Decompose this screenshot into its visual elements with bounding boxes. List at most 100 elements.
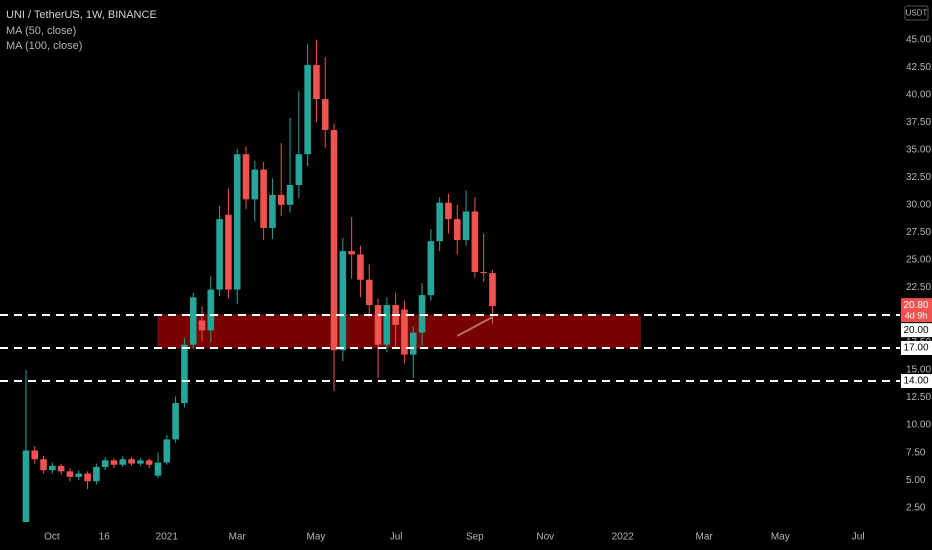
level-label: 20.00 bbox=[903, 325, 928, 336]
candle-body bbox=[374, 305, 382, 345]
candle-body bbox=[225, 214, 232, 290]
indicator-label: MA (50, close) bbox=[6, 25, 76, 37]
candle-body bbox=[154, 462, 162, 476]
y-tick-label: 30.00 bbox=[906, 199, 931, 210]
x-tick-label: Mar bbox=[696, 532, 714, 543]
y-tick-label: 35.00 bbox=[906, 144, 931, 155]
candle-body bbox=[233, 154, 241, 290]
y-tick-label: 42.50 bbox=[906, 62, 931, 73]
currency-label[interactable]: USDT bbox=[906, 9, 928, 18]
candle-body bbox=[339, 251, 347, 351]
trendline bbox=[456, 316, 493, 337]
candle-body bbox=[163, 439, 171, 463]
candle-body bbox=[93, 466, 100, 482]
candle-body bbox=[489, 273, 496, 307]
candle-body bbox=[84, 473, 91, 482]
candle-body bbox=[145, 460, 153, 465]
candle-body bbox=[181, 344, 188, 404]
x-tick-label: 16 bbox=[99, 532, 111, 543]
x-tick-label: Jul bbox=[390, 532, 403, 543]
candle-body bbox=[31, 450, 39, 460]
candle-body bbox=[295, 154, 303, 186]
y-tick-label: 25.00 bbox=[906, 255, 931, 266]
candle-body bbox=[401, 309, 408, 355]
candle-body bbox=[383, 305, 391, 345]
symbol-title: UNI / TetherUS, 1W, BINANCE bbox=[6, 9, 157, 21]
x-tick-label: Oct bbox=[44, 532, 60, 543]
candle-body bbox=[75, 473, 83, 477]
candle-body bbox=[321, 99, 329, 130]
y-tick-label: 15.00 bbox=[906, 365, 931, 376]
plot-area bbox=[22, 39, 641, 522]
candle-body bbox=[418, 295, 426, 333]
y-tick-label: 12.50 bbox=[906, 392, 931, 403]
x-tick-label: Sep bbox=[466, 532, 484, 543]
candle-body bbox=[49, 465, 56, 471]
y-tick-label: 7.50 bbox=[906, 447, 926, 458]
support-zone bbox=[157, 314, 641, 349]
last-price-box bbox=[901, 298, 932, 323]
candle-body bbox=[57, 465, 65, 472]
candle-body bbox=[269, 194, 276, 228]
candle-body bbox=[260, 169, 267, 228]
level-box bbox=[901, 341, 932, 355]
candle-body bbox=[453, 219, 461, 241]
x-tick-label: 2021 bbox=[156, 532, 179, 543]
candle-body bbox=[40, 459, 47, 471]
candle-body bbox=[110, 460, 118, 465]
y-tick-label: 32.50 bbox=[906, 172, 931, 183]
candle-body bbox=[436, 202, 443, 242]
y-tick-label: 37.50 bbox=[906, 117, 931, 128]
candle-body bbox=[22, 450, 30, 522]
last-price-label: 20.80 bbox=[903, 300, 928, 311]
candle-body bbox=[445, 202, 452, 220]
level-box bbox=[901, 374, 932, 389]
candle-body bbox=[119, 459, 127, 465]
candle-body bbox=[242, 154, 250, 200]
candle-body bbox=[172, 403, 179, 440]
candle-body bbox=[101, 460, 109, 467]
candle-body bbox=[330, 129, 338, 351]
candle-body bbox=[198, 320, 206, 331]
candle-body bbox=[189, 297, 197, 345]
currency-box[interactable] bbox=[904, 5, 929, 21]
indicator-label: MA (100, close) bbox=[6, 40, 82, 52]
y-tick-label: 10.00 bbox=[906, 420, 931, 431]
x-tick-label: May bbox=[771, 532, 790, 543]
candle-body bbox=[357, 254, 364, 280]
candle-body bbox=[348, 251, 355, 255]
x-tick-label: Mar bbox=[229, 532, 247, 543]
candle-body bbox=[427, 241, 435, 296]
candle-body bbox=[216, 219, 223, 290]
candle-body bbox=[277, 194, 285, 205]
level-label: 14.00 bbox=[903, 376, 928, 387]
y-tick-label: 40.00 bbox=[906, 89, 931, 100]
y-tick-label: 5.00 bbox=[906, 475, 926, 486]
candle-body bbox=[480, 272, 487, 274]
candle-body bbox=[251, 169, 259, 200]
y-tick-label: 22.50 bbox=[906, 282, 931, 293]
candle-body bbox=[365, 279, 373, 306]
x-tick-label: May bbox=[307, 532, 326, 543]
candle-body bbox=[137, 460, 144, 464]
candle-body bbox=[409, 332, 417, 355]
candle-body bbox=[207, 289, 215, 331]
y-tick-label: 27.50 bbox=[906, 227, 931, 238]
x-tick-label: 2022 bbox=[612, 532, 635, 543]
level-box bbox=[901, 323, 932, 338]
level-label: 17.00 bbox=[903, 343, 928, 354]
candle-body bbox=[471, 211, 479, 273]
candle-body bbox=[128, 459, 135, 464]
candle-body bbox=[313, 64, 320, 100]
x-tick-label: Jul bbox=[852, 532, 865, 543]
candle-body bbox=[66, 471, 74, 477]
y-tick-label: 45.00 bbox=[906, 34, 931, 45]
candle-body bbox=[286, 185, 294, 205]
candle-body bbox=[304, 64, 311, 155]
y-tick-label: 2.50 bbox=[906, 502, 926, 513]
countdown-label: 4d 9h bbox=[905, 311, 928, 321]
x-tick-label: Nov bbox=[536, 532, 554, 543]
candle-body bbox=[462, 211, 470, 241]
